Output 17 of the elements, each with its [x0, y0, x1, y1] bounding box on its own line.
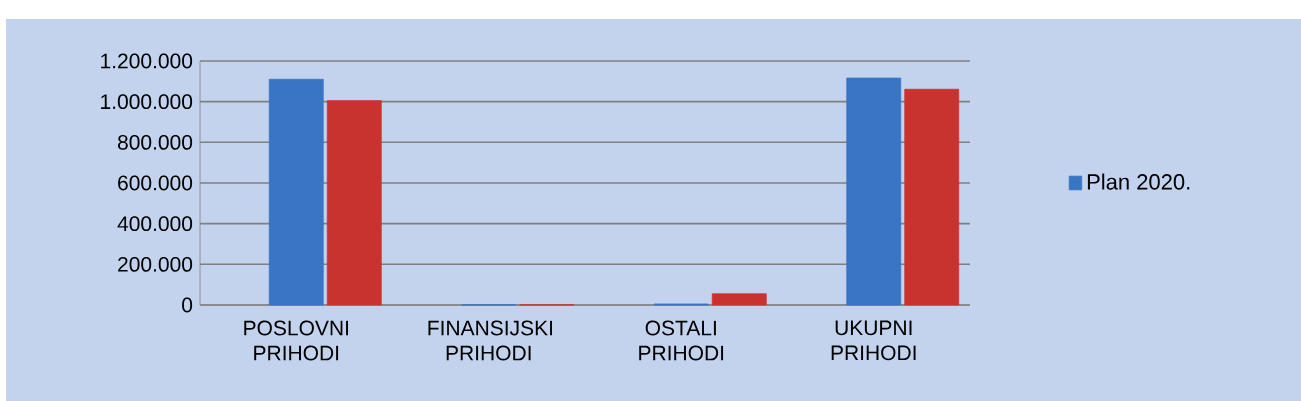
- y-tick-label: 200.000: [118, 256, 193, 272]
- x-tick-label: FINANSIJSKI PRIHODI: [428, 320, 552, 361]
- x-tick-label: OSTALI PRIHODI: [639, 320, 724, 361]
- bar: [904, 88, 960, 306]
- y-tick-label: 400.000: [117, 216, 193, 232]
- bar: [326, 100, 382, 306]
- bar: [711, 293, 767, 306]
- bar: [846, 77, 902, 306]
- y-tick-label: 1.200.000: [101, 53, 193, 69]
- y-tick-label: 0: [182, 297, 193, 313]
- bar: [268, 78, 324, 306]
- y-tick-label: 600.000: [118, 175, 193, 191]
- y-tick-label: 800.000: [117, 134, 193, 150]
- legend-label: Plan 2020.: [1087, 173, 1190, 190]
- y-tick-label: 1.000.000: [101, 94, 193, 110]
- x-tick-label: UKUPNI PRIHODI: [831, 320, 916, 361]
- x-tick-label: POSLOVNI PRIHODI: [244, 320, 348, 361]
